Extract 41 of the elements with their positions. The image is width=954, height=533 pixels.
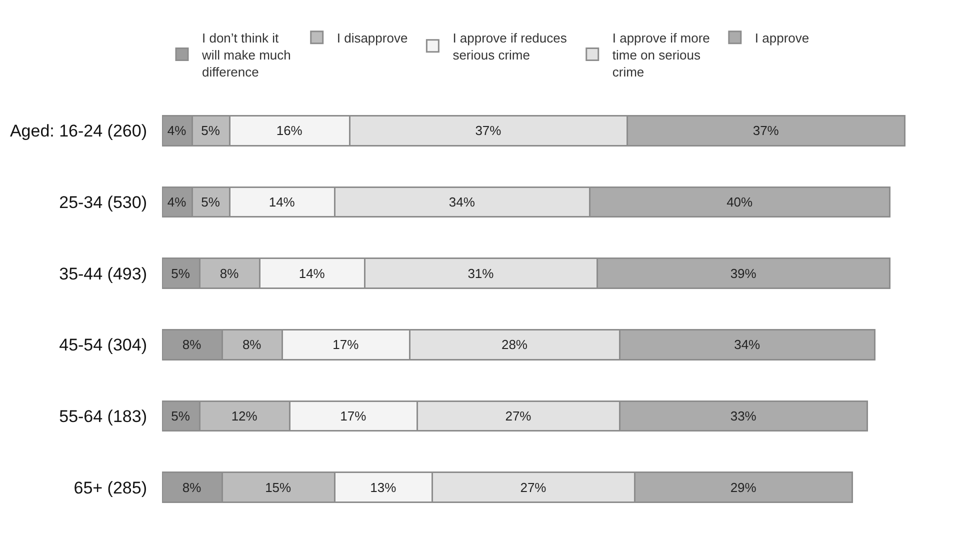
data-label: 31% xyxy=(468,266,494,281)
y-tick-label: 45-54 (304) xyxy=(59,336,147,355)
data-label: 40% xyxy=(726,194,754,210)
data-label: 27% xyxy=(505,408,532,424)
data-label: 29% xyxy=(730,480,757,495)
data-label: 39% xyxy=(730,266,757,281)
legend-label: I approve if reduces serious crime xyxy=(452,30,568,62)
y-tick-label: 65+ (285) xyxy=(74,478,147,498)
data-label: 5% xyxy=(171,266,190,281)
data-label: 14% xyxy=(298,266,326,281)
y-tick-label: Aged: 16-24 (260) xyxy=(10,122,147,141)
y-tick-label: 25-34 (530) xyxy=(59,192,147,212)
data-label: 5% xyxy=(171,408,190,424)
data-label: 37% xyxy=(475,123,502,138)
data-label: 4% xyxy=(167,123,187,138)
data-label: 14% xyxy=(268,194,296,210)
legend-label: I approve if more time on serious crime xyxy=(612,30,710,80)
data-label: 8% xyxy=(182,480,202,495)
data-label: 5% xyxy=(201,123,220,138)
legend-label: I disapprove xyxy=(336,30,408,46)
data-label: 17% xyxy=(332,337,360,352)
data-label: 17% xyxy=(340,408,367,424)
y-tick-label: 55-64 (183) xyxy=(59,406,147,426)
data-label: 27% xyxy=(520,480,547,495)
legend-label: I don’t think it will make much difference xyxy=(201,30,291,80)
data-label: 15% xyxy=(265,480,292,495)
data-label: 33% xyxy=(730,408,757,424)
data-label: 34% xyxy=(448,194,476,210)
data-label: 4% xyxy=(167,194,187,210)
data-label: 16% xyxy=(276,123,303,138)
legend-label: I approve xyxy=(754,30,810,46)
data-label: 8% xyxy=(242,337,262,352)
data-label: 13% xyxy=(370,480,397,495)
data-label: 12% xyxy=(231,408,258,424)
y-tick-label: 35-44 (493) xyxy=(59,264,147,284)
data-label: 5% xyxy=(201,194,220,210)
data-label: 28% xyxy=(501,337,528,352)
data-label: 34% xyxy=(734,337,761,352)
data-label: 8% xyxy=(220,266,240,281)
data-label: 37% xyxy=(752,123,780,138)
data-label: 8% xyxy=(182,337,202,352)
